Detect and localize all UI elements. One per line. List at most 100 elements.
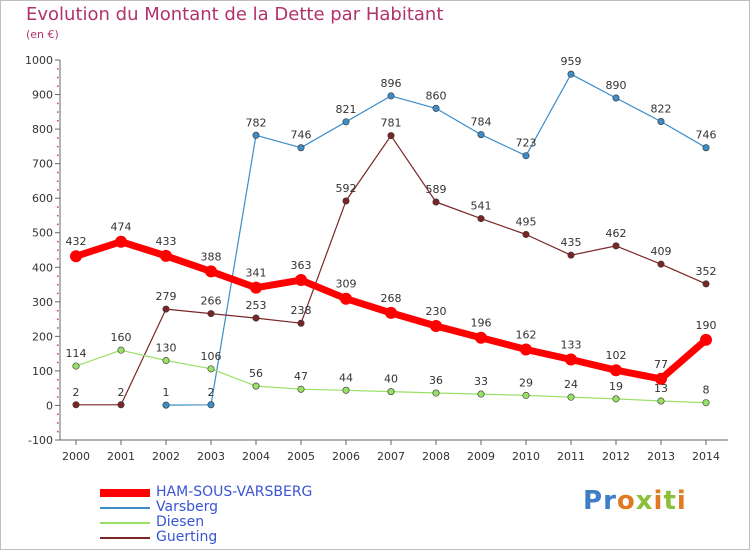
data-label: 106 xyxy=(201,350,222,363)
x-tick-label: 2001 xyxy=(107,450,135,463)
data-label: 238 xyxy=(291,304,312,317)
data-point xyxy=(520,343,532,356)
data-label: 102 xyxy=(606,349,627,362)
data-label: 541 xyxy=(471,200,492,213)
x-tick-label: 2012 xyxy=(602,450,630,463)
data-point xyxy=(477,215,485,223)
data-point xyxy=(117,401,125,409)
data-label: 474 xyxy=(111,221,132,234)
data-label: 279 xyxy=(156,290,177,303)
data-label: 746 xyxy=(291,129,312,142)
x-tick-label: 2004 xyxy=(242,450,270,463)
data-point xyxy=(160,249,172,262)
data-point xyxy=(252,314,260,322)
data-point xyxy=(162,357,170,365)
data-point xyxy=(297,385,305,393)
data-point xyxy=(432,198,440,206)
data-label: 160 xyxy=(111,331,132,344)
data-point xyxy=(207,365,215,373)
data-label: 133 xyxy=(561,339,582,352)
data-point xyxy=(477,131,485,139)
data-point xyxy=(522,230,530,238)
y-minor-tick xyxy=(57,430,59,433)
data-point xyxy=(295,274,307,287)
data-point xyxy=(612,242,620,250)
data-point xyxy=(657,397,665,405)
y-tick-label: 500 xyxy=(32,227,53,240)
data-label: 44 xyxy=(339,371,353,384)
data-point xyxy=(250,281,262,294)
legend-label: Varsberg xyxy=(156,499,219,515)
data-point xyxy=(162,305,170,313)
data-point xyxy=(702,280,710,288)
data-point xyxy=(657,260,665,268)
data-point xyxy=(702,399,710,407)
x-tick-label: 2008 xyxy=(422,450,450,463)
y-minor-tick xyxy=(57,154,59,156)
data-label: 36 xyxy=(429,374,443,387)
data-label: 896 xyxy=(381,77,402,90)
data-point xyxy=(297,144,305,152)
legend-swatch xyxy=(100,489,150,497)
x-tick-label: 2013 xyxy=(647,450,675,463)
y-minor-tick xyxy=(57,292,59,295)
y-minor-tick xyxy=(57,379,59,381)
data-point xyxy=(117,346,125,354)
data-label: 253 xyxy=(246,299,267,312)
y-minor-tick xyxy=(57,180,59,182)
data-point xyxy=(565,353,577,366)
data-label: 309 xyxy=(336,278,357,291)
x-tick-label: 2011 xyxy=(557,450,585,463)
x-tick-label: 2006 xyxy=(332,450,360,463)
data-point xyxy=(72,401,80,409)
data-label: 462 xyxy=(606,227,627,240)
y-minor-tick xyxy=(57,102,59,105)
y-minor-tick xyxy=(57,249,59,251)
y-minor-tick xyxy=(57,171,59,174)
data-point xyxy=(115,235,127,248)
y-minor-tick xyxy=(57,344,59,346)
x-tick-label: 2002 xyxy=(152,450,180,463)
data-label: 114 xyxy=(66,347,87,360)
data-point xyxy=(612,395,620,403)
data-label: 959 xyxy=(561,55,582,68)
data-label: 363 xyxy=(291,259,312,272)
legend-swatch xyxy=(100,507,150,509)
y-minor-tick xyxy=(57,275,59,277)
y-minor-tick xyxy=(57,145,59,148)
data-label: 435 xyxy=(561,236,582,249)
y-tick-label: 800 xyxy=(32,123,53,136)
y-minor-tick xyxy=(57,119,59,122)
data-label: 268 xyxy=(381,292,402,305)
proxiti-logo: Proxiti xyxy=(583,486,687,516)
data-point xyxy=(522,391,530,399)
y-minor-tick xyxy=(57,85,59,87)
data-label: 432 xyxy=(66,235,87,248)
legend-label: Diesen xyxy=(156,514,205,530)
x-tick-label: 2007 xyxy=(377,450,405,463)
x-tick-label: 2005 xyxy=(287,450,315,463)
data-point xyxy=(477,390,485,398)
data-label: 822 xyxy=(651,102,672,115)
data-label: 33 xyxy=(474,375,488,388)
data-point xyxy=(205,265,217,278)
data-point xyxy=(700,333,712,346)
data-label: 29 xyxy=(519,376,533,389)
legend-item: Guerting xyxy=(100,529,360,546)
y-minor-tick xyxy=(57,327,59,329)
data-point xyxy=(657,117,665,125)
y-minor-tick xyxy=(57,111,59,113)
data-point xyxy=(475,331,487,344)
data-label: 2 xyxy=(73,386,80,399)
legend-label: HAM-SOUS-VARSBERG xyxy=(156,484,313,500)
data-label: 409 xyxy=(651,245,672,258)
data-label: 860 xyxy=(426,89,447,102)
data-label: 2 xyxy=(118,386,125,399)
y-tick-label: 600 xyxy=(32,192,53,205)
data-label: 592 xyxy=(336,182,357,195)
data-label: 784 xyxy=(471,116,492,129)
data-point xyxy=(207,310,215,318)
y-minor-tick xyxy=(57,387,59,390)
